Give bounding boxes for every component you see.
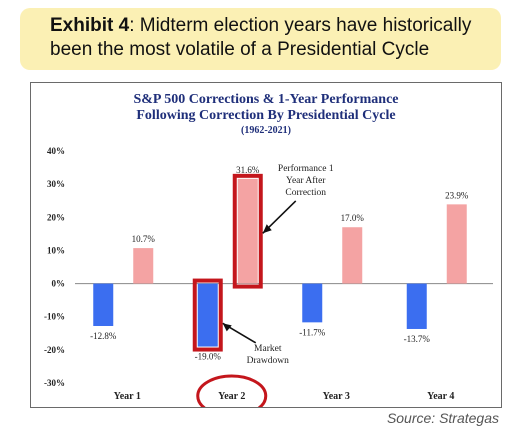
y-tick-label: -10% — [44, 312, 65, 322]
y-tick-label: 20% — [47, 212, 65, 222]
chart-frame: S&P 500 Corrections & 1-Year Performance… — [30, 82, 502, 408]
performance-bar — [446, 204, 467, 284]
performance-bar — [133, 248, 154, 284]
performance-value-label: 10.7% — [132, 234, 156, 244]
drawdown-value-label: -13.7% — [404, 334, 431, 344]
performance-highlight-box — [232, 173, 263, 289]
drawdown-value-label: -19.0% — [195, 352, 222, 362]
drawdown-annotation-text: Drawdown — [247, 356, 289, 366]
y-tick-label: -20% — [44, 345, 65, 355]
chart: S&P 500 Corrections & 1-Year Performance… — [44, 92, 493, 407]
drawdown-bar — [406, 283, 427, 329]
exhibit-caption-line2: been the most volatile of a Presidential… — [50, 39, 430, 60]
category-highlight-ellipse — [196, 374, 268, 407]
drawdown-arrow-head — [222, 323, 232, 332]
chart-title: S&P 500 Corrections & 1-Year Performance — [133, 92, 398, 107]
performance-arrow-head — [262, 224, 272, 234]
performance-bar — [342, 227, 363, 284]
performance-bar — [237, 178, 258, 284]
drawdown-value-label: -11.7% — [299, 327, 325, 337]
exhibit-label: Exhibit 4 — [50, 15, 130, 36]
category-label: Year 2 — [218, 391, 245, 402]
y-tick-label: 30% — [47, 179, 65, 189]
y-tick-label: 40% — [47, 146, 65, 156]
y-tick-label: 0% — [52, 279, 66, 289]
drawdown-highlight-box — [192, 278, 223, 352]
exhibit-banner: Exhibit 4: Midterm election years have h… — [20, 8, 501, 70]
chart-subtitle: Following Correction By Presidential Cyc… — [136, 108, 395, 123]
drawdown-bar — [302, 283, 323, 323]
y-tick-label: -30% — [44, 378, 65, 388]
performance-value-label: 31.6% — [236, 165, 260, 175]
category-label: Year 4 — [427, 391, 454, 402]
chart-period: (1962-2021) — [241, 125, 291, 136]
category-label: Year 3 — [323, 391, 350, 402]
plot-area: 40% 30% 20% 10% 0% -10% -20% -30% -12.8% 10.7% Yea… — [44, 146, 493, 407]
performance-annotation-text: Correction — [285, 188, 326, 198]
drawdown-bar — [197, 283, 218, 347]
y-tick-label: 10% — [47, 245, 65, 255]
category-label: Year 1 — [114, 391, 141, 402]
drawdown-bar — [93, 283, 114, 326]
performance-annotation-text: Year After — [286, 175, 326, 186]
drawdown-value-label: -12.8% — [90, 331, 117, 341]
drawdown-annotation-text: Market — [254, 344, 282, 354]
performance-value-label: 17.0% — [341, 213, 365, 223]
exhibit-caption-line1: : Midterm election years have historical… — [129, 15, 472, 36]
source-note: Source: Strategas — [386, 410, 499, 426]
performance-value-label: 23.9% — [445, 190, 469, 200]
performance-annotation-text: Performance 1 — [278, 163, 334, 174]
